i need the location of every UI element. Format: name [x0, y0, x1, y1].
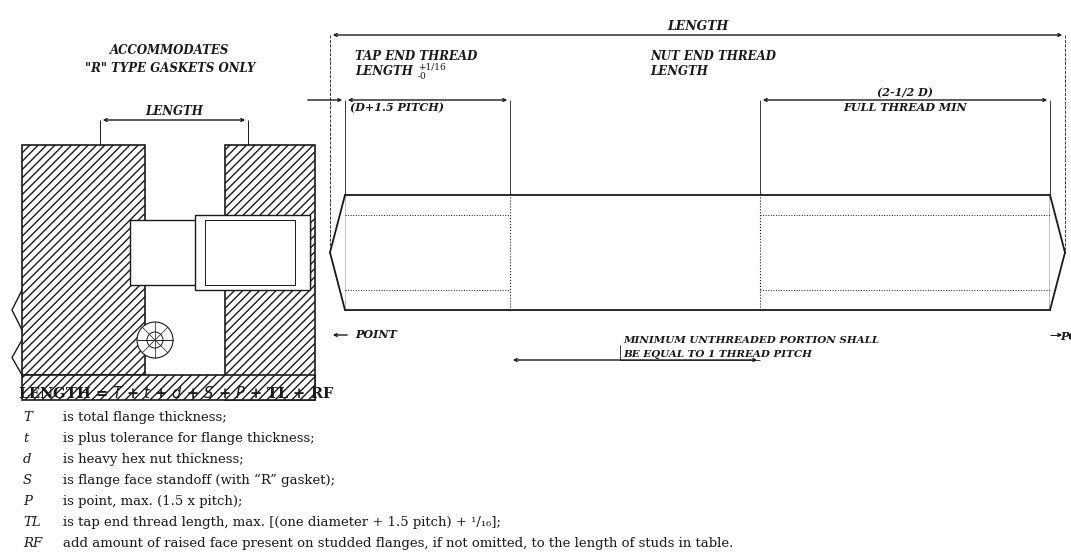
Text: is point, max. (1.5 x pitch);: is point, max. (1.5 x pitch); [63, 495, 242, 508]
Text: POINT: POINT [355, 330, 396, 340]
Text: (D+1.5 PITCH): (D+1.5 PITCH) [350, 102, 444, 113]
Text: BE EQUAL TO 1 THREAD PITCH: BE EQUAL TO 1 THREAD PITCH [623, 350, 812, 359]
Text: LENGTH: LENGTH [355, 65, 413, 78]
Text: TL: TL [22, 516, 41, 529]
Text: OrgBolt: OrgBolt [515, 229, 845, 303]
Text: is plus tolerance for flange thickness;: is plus tolerance for flange thickness; [63, 432, 315, 445]
Text: LENGTH: LENGTH [667, 20, 728, 33]
Polygon shape [1050, 195, 1065, 310]
Text: (2-1/2 D): (2-1/2 D) [877, 87, 933, 98]
Text: S: S [22, 474, 32, 487]
Text: "R" TYPE GASKETS ONLY: "R" TYPE GASKETS ONLY [85, 62, 255, 75]
Text: LENGTH: LENGTH [650, 65, 708, 78]
Text: MINIMUM UNTHREADED PORTION SHALL: MINIMUM UNTHREADED PORTION SHALL [623, 336, 879, 345]
Text: is heavy hex nut thickness;: is heavy hex nut thickness; [63, 453, 244, 466]
Text: is flange face standoff (with “R” gasket);: is flange face standoff (with “R” gasket… [63, 474, 335, 487]
Text: add amount of raised face present on studded flanges, if not omitted, to the len: add amount of raised face present on stu… [63, 537, 734, 550]
Text: LENGTH = $T$ + $t$ + $d$ + $S$ + $P$ + TL + RF: LENGTH = $T$ + $t$ + $d$ + $S$ + $P$ + T… [18, 385, 334, 401]
Text: T: T [22, 411, 32, 424]
Text: d: d [22, 453, 31, 466]
Text: ACCOMMODATES: ACCOMMODATES [110, 43, 229, 57]
Text: POINT: POINT [1060, 330, 1071, 341]
Text: is total flange thickness;: is total flange thickness; [63, 411, 227, 424]
Bar [22, 375, 315, 400]
Circle shape [137, 322, 174, 358]
Text: t: t [22, 432, 28, 445]
Bar [205, 220, 295, 285]
Text: TAP END THREAD: TAP END THREAD [355, 50, 478, 63]
Text: NUT END THREAD: NUT END THREAD [650, 50, 776, 63]
Text: +1/16: +1/16 [418, 63, 446, 72]
Bar [195, 215, 310, 290]
Bar [345, 195, 1050, 310]
Text: LENGTH: LENGTH [145, 105, 202, 118]
Polygon shape [330, 195, 345, 310]
Text: -0: -0 [418, 72, 426, 81]
Bar [225, 145, 315, 400]
Text: FULL THREAD MIN: FULL THREAD MIN [843, 102, 967, 113]
Bar [130, 220, 310, 285]
Text: P: P [22, 495, 32, 508]
Text: is tap end thread length, max. [(one diameter + 1.5 pitch) + ¹/₁₆];: is tap end thread length, max. [(one dia… [63, 516, 501, 529]
Circle shape [147, 332, 163, 348]
Text: RF: RF [22, 537, 42, 550]
Bar [22, 145, 145, 375]
